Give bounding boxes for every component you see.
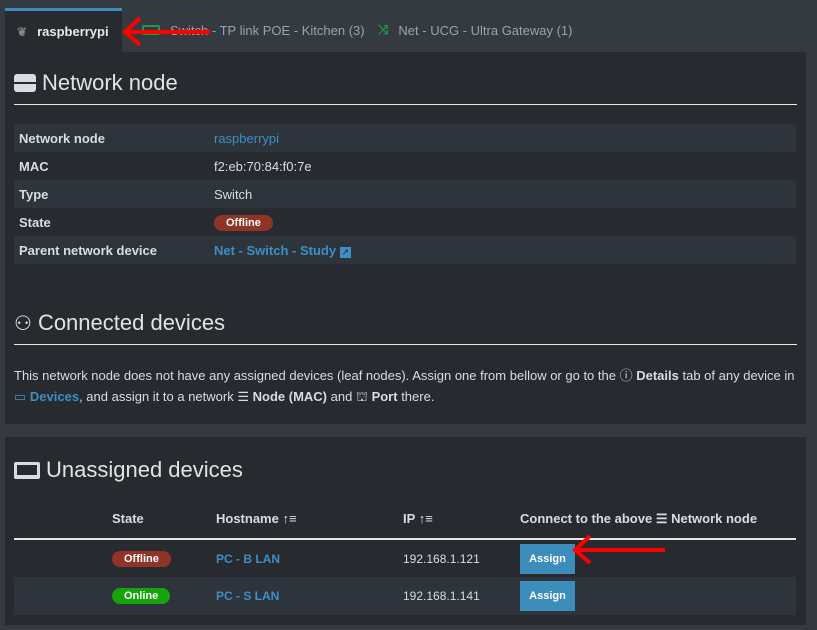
label: Type	[19, 186, 49, 202]
parent-device-link[interactable]: Net - Switch - Study	[214, 242, 337, 258]
assign-button[interactable]: Assign	[520, 581, 575, 611]
table-row: Online PC - S LAN 192.168.1.141 Assign	[14, 577, 796, 615]
tab-bar: ❦ raspberrypi Switch - TP link POE - Kit…	[0, 0, 817, 52]
sort-icon[interactable]: ↑≡	[282, 511, 297, 526]
devices-link[interactable]: Devices	[29, 389, 80, 404]
label: Network node	[19, 130, 105, 146]
status-badge: Offline	[112, 550, 171, 567]
sort-icon[interactable]: ↑≡	[418, 511, 433, 526]
text: and	[330, 389, 353, 404]
hostname-link[interactable]: PC - B LAN	[216, 551, 280, 566]
connected-devices-heading: ⚇ Connected devices	[14, 310, 797, 336]
ip-value: 192.168.1.121	[403, 551, 480, 566]
tab-gateway[interactable]: ⤨ Net - UCG - Ultra Gateway (1)	[368, 8, 583, 52]
table-row: Network node raspberrypi	[14, 124, 796, 152]
arrow-annotation-assign	[572, 534, 665, 565]
mac-value: f2:eb:70:84:f0:7e	[214, 158, 312, 174]
type-value: Switch	[214, 186, 253, 202]
hostname-header[interactable]: Hostname ↑≡	[216, 499, 403, 540]
table-row: Offline PC - B LAN 192.168.1.121 Assign	[14, 539, 796, 577]
status-badge: Offline	[214, 214, 273, 231]
table-row: MAC f2:eb:70:84:f0:7e	[14, 152, 796, 180]
title: Connected devices	[37, 310, 226, 335]
title: Network node	[42, 70, 178, 95]
text: , and assign it to a network	[79, 389, 234, 404]
text: Connect to the above	[520, 510, 653, 526]
label: MAC	[19, 158, 49, 174]
network-node-heading: Network node	[14, 70, 797, 96]
state-header: State	[112, 499, 216, 540]
status-badge: Online	[112, 588, 171, 604]
shuffle-icon: ⤨	[378, 22, 389, 37]
text: there.	[401, 389, 435, 404]
divider	[14, 104, 797, 105]
text: This network node does not have any assi…	[14, 368, 616, 383]
text: Hostname	[216, 511, 279, 526]
external-link-icon[interactable]: ↗	[339, 246, 351, 258]
node-details-table: Network node raspberrypi MAC f2:eb:70:84:f…	[14, 124, 796, 264]
laptop-icon	[14, 461, 40, 479]
ip-value: 192.168.1.141	[403, 589, 480, 603]
text: Node (MAC)	[252, 389, 328, 404]
title: Unassigned devices	[46, 457, 243, 482]
unassigned-devices-table: State Hostname ↑≡ IP ↑≡ Connect to the a…	[14, 499, 796, 615]
tab-raspberrypi[interactable]: ❦ raspberrypi	[5, 8, 122, 52]
sitemap-icon: ⚇	[14, 312, 32, 335]
server-icon	[14, 74, 36, 92]
connect-header: Connect to the above ☰ Network node	[520, 499, 796, 540]
text: Details	[636, 368, 679, 383]
node-link[interactable]: raspberrypi	[214, 130, 280, 146]
server-icon: ☰	[237, 389, 250, 404]
tab-label: raspberrypi	[37, 24, 109, 39]
table-row: Parent network device Net - Switch - Stud…	[14, 236, 796, 264]
text: Port	[371, 389, 398, 404]
text: tab of any device in	[682, 368, 795, 383]
tab-label: Switch - TP link POE - Kitchen (3)	[170, 22, 365, 38]
assign-button[interactable]: Assign	[520, 543, 575, 574]
label: State	[19, 214, 51, 230]
arrow-annotation-tab	[122, 16, 210, 47]
unassigned-devices-panel: Unassigned devices State Hostname ↑≡ IP …	[5, 437, 806, 625]
table-row: State Offline	[14, 208, 796, 236]
hostname-link[interactable]: PC - S LAN	[216, 589, 280, 603]
info-icon: ⓘ	[619, 368, 633, 383]
table-row: Type Switch	[14, 180, 796, 208]
unassigned-devices-heading: Unassigned devices	[14, 457, 797, 483]
server-icon: ☰	[655, 510, 668, 526]
network-node-panel: Network node Network node raspberrypi MAC…	[5, 52, 806, 424]
text: IP	[403, 511, 416, 526]
raspberry-icon: ❦	[17, 24, 28, 39]
label: Parent network device	[19, 242, 157, 258]
ip-header[interactable]: IP ↑≡	[403, 499, 520, 540]
text: Network node	[671, 510, 758, 526]
divider	[14, 344, 797, 345]
ethernet-icon: ⛫	[355, 389, 368, 404]
connected-devices-message: This network node does not have any assi…	[14, 365, 797, 407]
laptop-icon: ▭	[14, 389, 27, 404]
tab-label: Net - UCG - Ultra Gateway (1)	[398, 22, 573, 38]
